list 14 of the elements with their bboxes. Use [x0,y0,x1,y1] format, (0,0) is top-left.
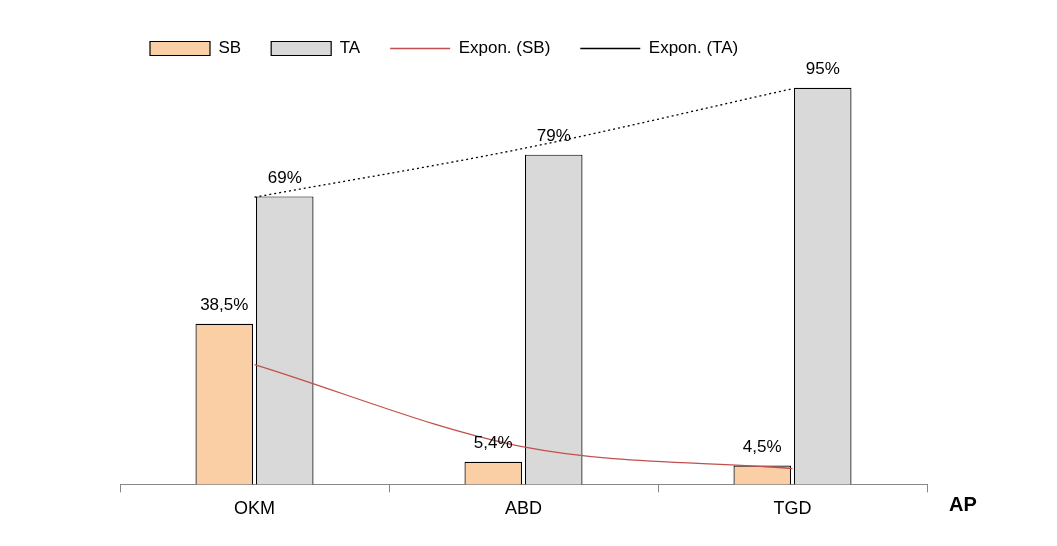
legend-label: TA [339,38,361,58]
data-label: 79% [536,125,571,145]
legend-label: Expon. (SB) [458,38,551,58]
data-label: 5,4% [473,433,513,453]
data-label: 69% [267,167,302,187]
x-axis-title: AP [949,492,977,515]
x-tick-label: ABD [504,498,543,519]
legend-label: Expon. (TA) [648,38,739,58]
data-label: 38,5% [200,294,249,314]
x-tick-label: TGD [773,498,812,519]
x-tick-label: OKM [233,498,276,519]
data-label: 4,5% [742,436,782,456]
data-label: 95% [805,59,840,79]
legend-label: SB [218,38,242,58]
